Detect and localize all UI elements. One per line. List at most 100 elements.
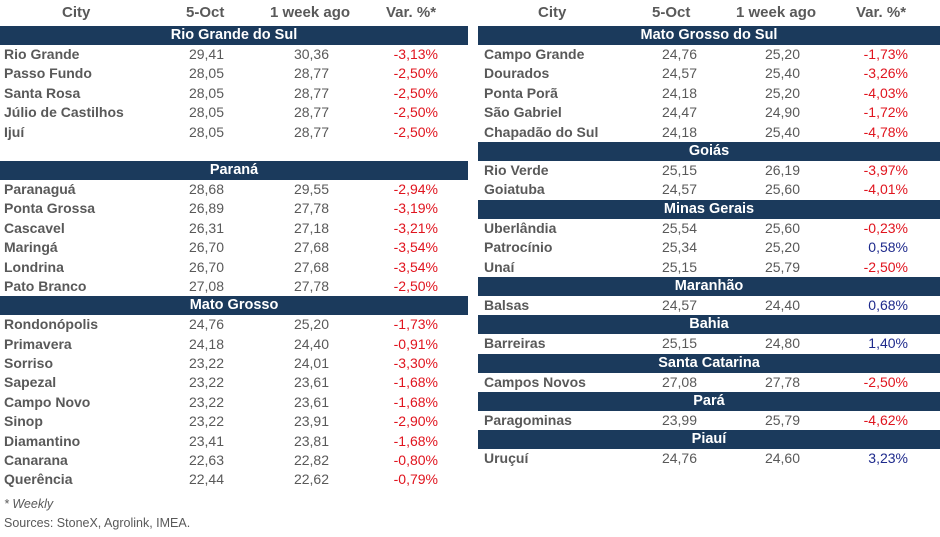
variation-percent: -3,19% xyxy=(393,200,438,217)
table-row: Pato Branco 27,08 27,78 -2,50% xyxy=(0,277,468,296)
table-row: Londrina 26,70 27,68 -3,54% xyxy=(0,258,468,277)
variation-percent: -2,94% xyxy=(393,180,438,197)
current-price: 24,57 xyxy=(661,181,697,198)
prior-price: 23,61 xyxy=(293,393,329,410)
city-name: Barreiras xyxy=(484,335,546,352)
header-prior: 1 week ago xyxy=(270,4,351,21)
variation-percent: -1,68% xyxy=(393,374,438,391)
footnote: * Weekly xyxy=(4,497,54,511)
city-name: Maringá xyxy=(4,239,58,256)
city-name: Júlio de Castilhos xyxy=(4,104,124,121)
prior-price: 27,68 xyxy=(293,258,329,275)
table-row: Uruçuí 24,76 24,60 3,23% xyxy=(478,449,940,468)
variation-percent: -1,73% xyxy=(393,316,438,333)
table-row: Paragominas 23,99 25,79 -4,62% xyxy=(478,411,940,430)
section-band: Piauí xyxy=(478,430,940,450)
section-spacer xyxy=(0,142,468,161)
current-price: 24,47 xyxy=(661,104,697,121)
city-name: Campo Grande xyxy=(484,46,585,62)
prior-price: 25,20 xyxy=(293,316,329,333)
variation-percent: -2,50% xyxy=(393,104,438,121)
prior-price: 27,78 xyxy=(764,373,800,390)
table-row: Ijuí 28,05 28,77 -2,50% xyxy=(0,123,468,142)
current-price: 26,31 xyxy=(188,219,224,236)
table-row: Rio Grande 29,41 30,36 -3,13% xyxy=(0,45,468,64)
current-price: 23,22 xyxy=(188,413,224,430)
table-row: Campos Novos 27,08 27,78 -2,50% xyxy=(478,373,940,392)
prior-price: 22,62 xyxy=(293,471,329,488)
table-row: Diamantino 23,41 23,81 -1,68% xyxy=(0,432,468,451)
variation-percent: -2,50% xyxy=(393,277,438,294)
table-row: Ponta Porã 24,18 25,20 -4,03% xyxy=(478,84,940,103)
table-row: Santa Rosa 28,05 28,77 -2,50% xyxy=(0,84,468,103)
current-price: 29,41 xyxy=(188,46,224,62)
current-price: 28,05 xyxy=(188,65,224,82)
current-price: 26,70 xyxy=(188,258,224,275)
variation-percent: -2,90% xyxy=(393,413,438,430)
current-price: 24,18 xyxy=(661,84,697,101)
variation-percent: -3,54% xyxy=(393,239,438,256)
city-name: Patrocínio xyxy=(484,239,553,256)
section-band: Santa Catarina xyxy=(478,353,940,373)
table-row: Júlio de Castilhos 28,05 28,77 -2,50% xyxy=(0,103,468,122)
table-row: Balsas 24,57 24,40 0,68% xyxy=(478,296,940,315)
variation-percent: -4,01% xyxy=(863,181,908,198)
city-name: Rondonópolis xyxy=(4,316,99,333)
prior-price: 27,78 xyxy=(293,277,329,294)
variation-percent: 0,68% xyxy=(868,296,908,313)
section-band: Goiás xyxy=(478,141,940,161)
current-price: 28,68 xyxy=(188,180,224,197)
prior-price: 27,18 xyxy=(293,219,329,236)
city-name: Uruçuí xyxy=(484,450,529,467)
table-row: Maringá 26,70 27,68 -3,54% xyxy=(0,238,468,257)
header-current: 5-Oct xyxy=(186,4,225,21)
current-price: 27,08 xyxy=(661,373,697,390)
prior-price: 22,82 xyxy=(293,452,329,469)
table-row: Patrocínio 25,34 25,20 0,58% xyxy=(478,238,940,257)
prior-price: 27,68 xyxy=(293,239,329,256)
variation-percent: 1,40% xyxy=(868,335,908,352)
city-name: Pato Branco xyxy=(4,277,87,294)
city-name: Dourados xyxy=(484,65,550,82)
left-table-body: Rio Grande do Sul Rio Grande 29,41 30,36 -3,… xyxy=(0,26,468,490)
variation-percent: -4,03% xyxy=(863,84,908,101)
city-name: Balsas xyxy=(484,296,530,313)
current-price: 25,34 xyxy=(661,239,697,256)
current-price: 28,05 xyxy=(188,84,224,101)
header-var: Var. %* xyxy=(856,4,907,21)
current-price: 28,05 xyxy=(188,123,224,140)
header-city: City xyxy=(538,4,567,21)
prior-price: 26,19 xyxy=(764,161,800,178)
city-name: Querência xyxy=(4,471,73,488)
variation-percent: -3,30% xyxy=(393,355,438,372)
left-table-header: City 5-Oct 1 week ago Var. %* xyxy=(0,0,468,26)
table-row: Rio Verde 25,15 26,19 -3,97% xyxy=(478,161,940,180)
city-name: Campo Novo xyxy=(4,393,91,410)
table-row: Unaí 25,15 25,79 -2,50% xyxy=(478,258,940,277)
current-price: 23,22 xyxy=(188,355,224,372)
prior-price: 24,01 xyxy=(293,355,329,372)
variation-percent: -1,68% xyxy=(393,432,438,449)
table-row: Goiatuba 24,57 25,60 -4,01% xyxy=(478,180,940,199)
section-band: Mato Grosso xyxy=(0,296,468,316)
variation-percent: -0,23% xyxy=(863,219,908,236)
prior-price: 23,91 xyxy=(293,413,329,430)
current-price: 23,22 xyxy=(188,374,224,391)
city-name: Rio Grande xyxy=(4,46,80,62)
variation-percent: -3,54% xyxy=(393,258,438,275)
city-name: Ijuí xyxy=(4,123,25,140)
table-row: Cascavel 26,31 27,18 -3,21% xyxy=(0,219,468,238)
right-price-table: City 5-Oct 1 week ago Var. %* Mato Gross… xyxy=(478,0,940,469)
table-row: Canarana 22,63 22,82 -0,80% xyxy=(0,451,468,470)
header-city: City xyxy=(62,4,91,21)
city-name: Paragominas xyxy=(484,412,572,429)
city-name: Sinop xyxy=(4,413,43,430)
prior-price: 25,20 xyxy=(764,46,800,62)
table-row: Barreiras 25,15 24,80 1,40% xyxy=(478,334,940,353)
city-name: Primavera xyxy=(4,335,72,352)
city-name: Santa Rosa xyxy=(4,84,81,101)
city-name: Goiatuba xyxy=(484,181,545,198)
variation-percent: -2,50% xyxy=(863,373,908,390)
prior-price: 23,61 xyxy=(293,374,329,391)
city-name: Diamantino xyxy=(4,432,81,449)
